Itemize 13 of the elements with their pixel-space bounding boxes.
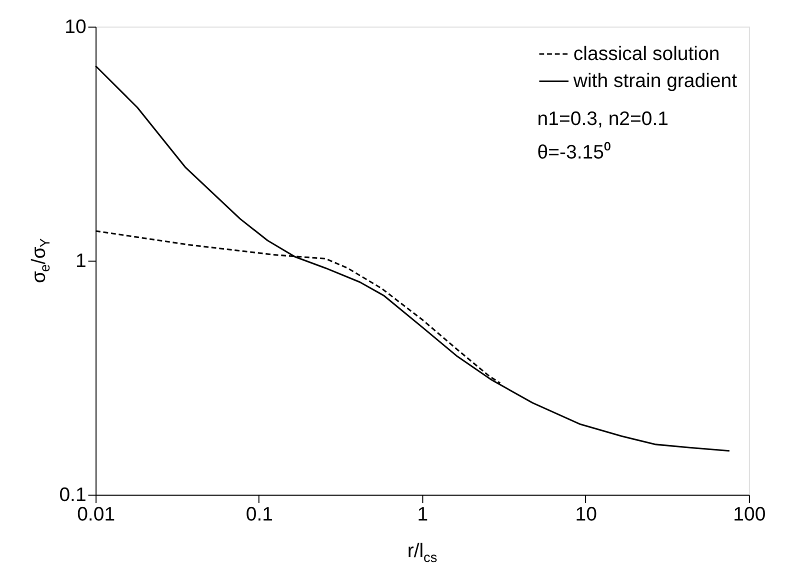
x-tick-label: 0.01 xyxy=(77,504,116,526)
y-tick-label: 10 xyxy=(64,16,86,38)
y-tick-label: 1 xyxy=(75,250,86,272)
annotation: n1=0.3, n2=0.1 xyxy=(537,108,669,130)
annotation: θ=-3.15⁰ xyxy=(537,141,611,164)
legend-label: classical solution xyxy=(573,42,720,65)
x-tick-label: 0.1 xyxy=(246,504,273,526)
legend-label: with strain gradient xyxy=(572,70,738,92)
x-tick-label: 1 xyxy=(417,504,428,526)
x-tick-label: 10 xyxy=(575,504,598,526)
y-axis-title: σe/σY xyxy=(28,238,53,284)
y-tick-label: 0.1 xyxy=(59,484,86,506)
x-tick-label: 100 xyxy=(733,504,766,526)
